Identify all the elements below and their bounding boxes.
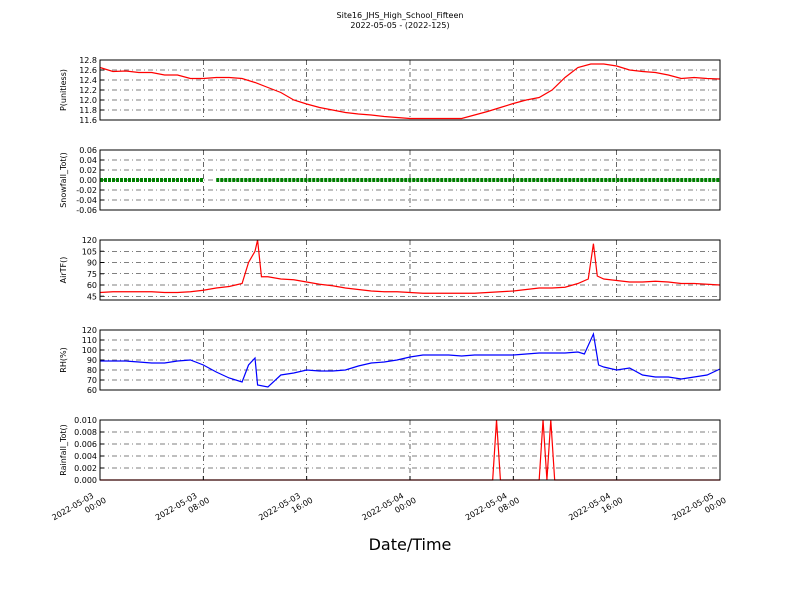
y-tick-label: 0.00: [79, 176, 97, 185]
chart-subtitle: 2022-05-05 - (2022-125): [350, 21, 449, 30]
chart-title: Site16_JHS_High_School_Fifteen: [337, 11, 464, 20]
y-tick-label: 60: [87, 281, 97, 290]
y-tick-label: 12.8: [79, 56, 97, 65]
y-tick-label: -0.04: [76, 196, 97, 205]
y-tick-label: 12.2: [79, 86, 97, 95]
y-tick-label: 0.04: [79, 156, 97, 165]
x-tick-label: 2022-05-04 00:00: [361, 487, 418, 531]
plot-frame: [99, 239, 721, 301]
y-tick-label: 70: [87, 376, 97, 385]
y-tick-label: 90: [87, 259, 97, 268]
x-tick-label: 2022-05-04 16:00: [567, 487, 624, 531]
y-tick-label: 0.000: [74, 476, 97, 485]
x-tick-label: 2022-05-04 08:00: [464, 487, 521, 531]
plot-frame: [99, 329, 721, 391]
y-tick-label: 120: [82, 236, 97, 245]
y-tick-label: -0.02: [76, 186, 97, 195]
x-tick-label: 2022-05-03 16:00: [257, 487, 314, 531]
data-line: [100, 419, 720, 481]
y-tick-label: 0.004: [74, 452, 97, 461]
data-line: [99, 63, 721, 120]
y-tick-label: 80: [87, 366, 97, 375]
y-axis-label: Rainfall_Tot(): [59, 424, 68, 476]
y-tick-label: 90: [87, 356, 97, 365]
y-tick-label: 0.002: [74, 464, 97, 473]
y-axis-label: RH(%): [59, 347, 68, 372]
x-tick-label: 2022-05-03 00:00: [51, 487, 108, 531]
x-tick-label: 2022-05-05 00:00: [671, 487, 728, 531]
y-tick-label: 11.6: [79, 116, 97, 125]
y-axis-label: Snowfall_Tot(): [59, 152, 68, 208]
y-tick-label: 100: [82, 346, 97, 355]
y-tick-label: 110: [82, 336, 97, 345]
plot-frame: [99, 59, 721, 121]
y-tick-label: 0.010: [74, 416, 97, 425]
y-tick-label: 11.8: [79, 106, 97, 115]
data-line: [100, 331, 721, 388]
y-axis-label: P(unitless): [59, 69, 68, 111]
x-tick-label: 2022-05-03 08:00: [154, 487, 211, 531]
y-tick-label: 12.6: [79, 66, 97, 75]
y-axis-label: AirTF(): [59, 257, 68, 284]
data-line: [99, 239, 721, 294]
y-tick-label: 120: [82, 326, 97, 335]
y-tick-label: 0.02: [79, 166, 97, 175]
y-tick-label: 0.006: [74, 440, 97, 449]
y-tick-label: 0.06: [79, 146, 97, 155]
x-axis-label: Date/Time: [369, 535, 452, 554]
plot-frame: [99, 149, 721, 211]
y-tick-label: 75: [87, 270, 97, 279]
y-tick-label: 45: [87, 292, 97, 301]
y-tick-label: 12.0: [79, 96, 97, 105]
y-tick-label: -0.06: [76, 206, 97, 215]
y-tick-label: 105: [82, 247, 97, 256]
y-tick-label: 60: [87, 386, 97, 395]
y-tick-label: 12.4: [79, 76, 97, 85]
y-tick-label: 0.008: [74, 428, 97, 437]
